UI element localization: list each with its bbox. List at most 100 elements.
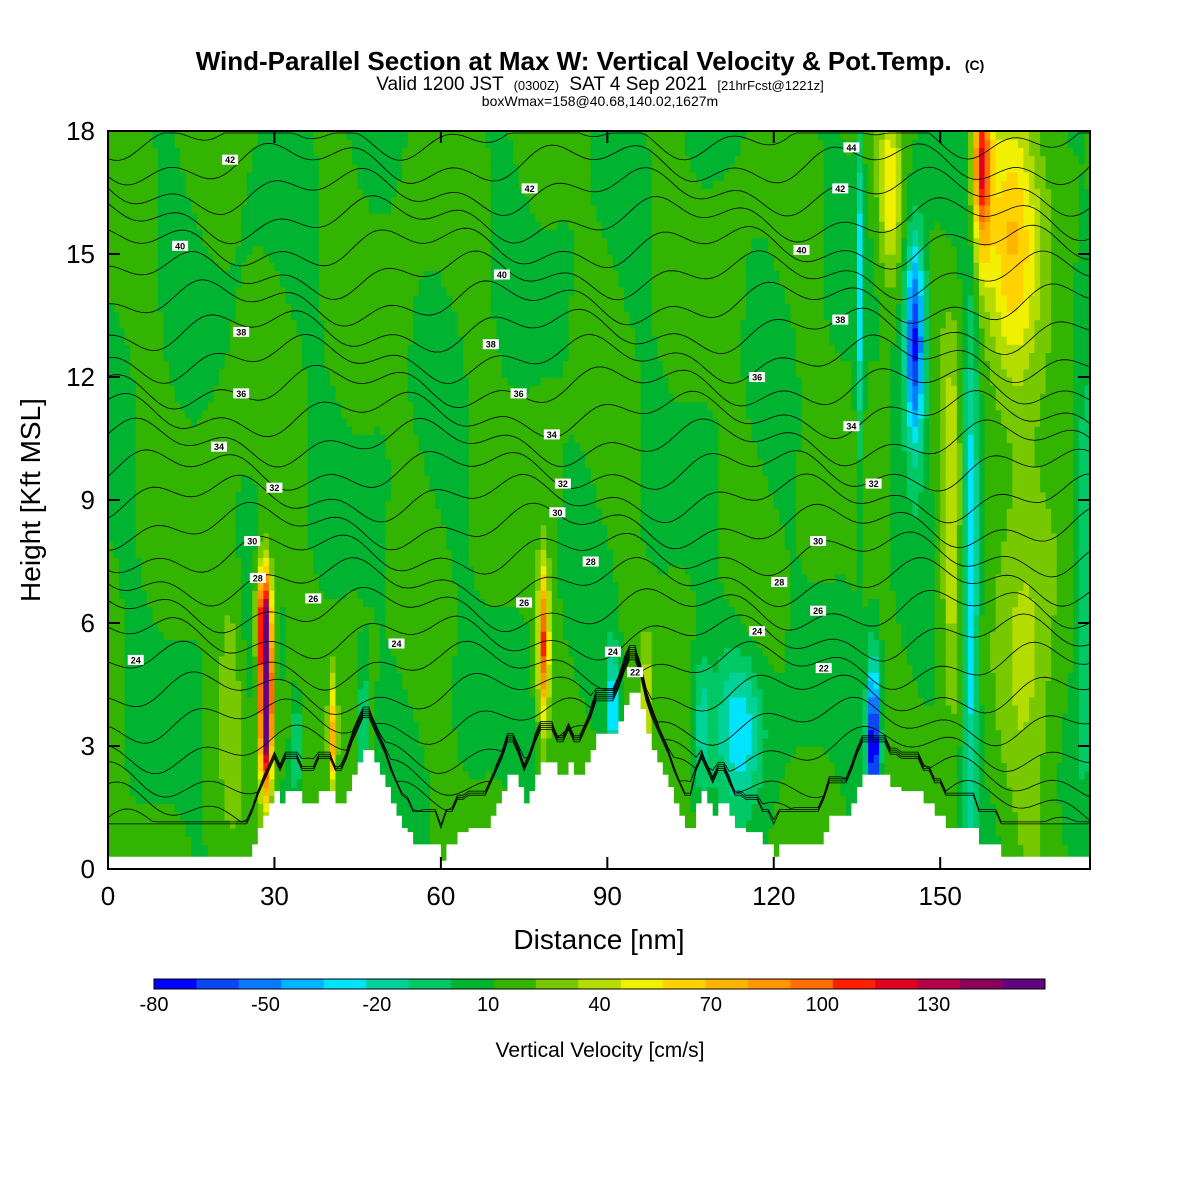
contour-label: 40 [793, 244, 810, 255]
colorbar-tick-label: -20 [362, 994, 391, 1016]
contour-label-text: 26 [308, 594, 318, 604]
theta-contour-line [108, 649, 1090, 747]
contour-label-text: 32 [269, 483, 279, 493]
contour-label: 24 [604, 646, 621, 657]
colorbar-swatch [663, 979, 706, 989]
theta-contour-line [108, 224, 1090, 270]
contour-label: 24 [749, 626, 766, 637]
y-tick-label: 3 [81, 731, 95, 761]
colorbar-swatch [281, 979, 325, 989]
contour-label: 32 [266, 482, 283, 493]
colorbar-swatch [875, 979, 919, 989]
contour-label: 42 [222, 154, 239, 165]
contour-label-text: 30 [247, 537, 257, 547]
contour-label: 28 [771, 577, 788, 588]
contour-label: 32 [554, 478, 571, 489]
contour-label-text: 36 [236, 389, 246, 399]
contour-label-text: 24 [391, 639, 401, 649]
theta-contour-line [108, 166, 1090, 217]
contour-label-text: 36 [514, 389, 524, 399]
colorbar: -80 -50 -20 10 40 70 100 130 [140, 978, 1046, 1016]
contour-label-text: 30 [552, 508, 562, 518]
contour-label: 32 [865, 478, 882, 489]
contour-label-text: 28 [774, 578, 784, 588]
contour-label-text: 26 [519, 598, 529, 608]
potential-temperature-contours [108, 132, 1090, 830]
contour-label: 26 [810, 605, 827, 616]
contour-label-text: 34 [547, 430, 557, 440]
theta-contour-line [108, 132, 1090, 161]
colorbar-swatch [790, 979, 834, 989]
contour-label-text: 28 [253, 573, 263, 583]
contour-label-text: 32 [558, 479, 568, 489]
colorbar-swatch [154, 979, 197, 989]
y-tick-label: 15 [66, 239, 95, 269]
contour-label: 30 [549, 507, 566, 518]
x-tick-label: 30 [260, 881, 289, 911]
contour-label-text: 28 [586, 557, 596, 567]
colorbar-swatch [493, 979, 537, 989]
contour-label: 36 [510, 388, 527, 399]
contour-label-text: 22 [630, 668, 640, 678]
theta-contour-line [108, 647, 1090, 715]
contour-label: 40 [493, 269, 510, 280]
colorbar-tick-label: 130 [917, 994, 950, 1016]
x-tick-label: 60 [426, 881, 455, 911]
contour-label-text: 32 [869, 479, 879, 489]
contour-label: 44 [843, 142, 860, 153]
contour-label: 24 [388, 638, 405, 649]
chart-title: Wind-Parallel Section at Max W: Vertical… [196, 46, 985, 76]
contour-label: 36 [233, 388, 250, 399]
contour-label-text: 40 [175, 241, 185, 251]
colorbar-swatch [408, 979, 452, 989]
theta-contour-line [108, 279, 1090, 327]
colorbar-tick-label: 70 [700, 994, 722, 1016]
colorbar-swatch [451, 979, 494, 989]
contour-label: 34 [211, 441, 227, 452]
contour-label-text: 24 [131, 655, 141, 665]
contour-label-text: 40 [796, 245, 806, 255]
contour-label: 36 [749, 372, 766, 383]
colorbar-tick-label: 100 [806, 994, 839, 1016]
theta-contour-line [108, 659, 1090, 830]
contour-label-text: 42 [525, 184, 535, 194]
contour-label-text: 34 [214, 442, 224, 452]
colorbar-swatch [832, 979, 876, 989]
x-tick-label: 150 [919, 881, 962, 911]
colorbar-swatch [535, 979, 579, 989]
colorbar-swatch [366, 979, 409, 989]
y-axis-title: Height [Kft MSL] [15, 398, 46, 602]
colorbar-tick-label: -80 [140, 994, 169, 1016]
forecast-info: [21hrFcst@1221z] [717, 78, 823, 93]
colorbar-swatch [578, 979, 622, 989]
contour-label: 30 [810, 536, 827, 547]
contour-label: 40 [172, 240, 189, 251]
contour-label: 38 [482, 339, 499, 350]
theta-contour-line [108, 640, 1090, 691]
colorbar-title: Vertical Velocity [cm/s] [496, 1039, 705, 1062]
theta-contour-line [108, 334, 1090, 384]
colorbar-frame [153, 978, 1046, 990]
valid-suffix: SAT 4 Sep 2021 [569, 74, 707, 95]
contour-label-text: 42 [225, 155, 235, 165]
boxwmax-line: boxWmax=158@40.68,140.02,1627m [482, 93, 718, 109]
theta-contour-line [108, 473, 1090, 524]
contour-label: 22 [627, 667, 644, 678]
contour-label: 34 [543, 429, 560, 440]
colorbar-tick-label: 10 [477, 994, 499, 1016]
x-tick-label: 0 [101, 881, 115, 911]
theta-contour-line [108, 501, 1090, 551]
contour-label: 22 [815, 663, 832, 674]
colorbar-swatch [196, 979, 240, 989]
contour-label-text: 38 [486, 340, 496, 350]
contour-label: 38 [233, 326, 250, 337]
theta-contour-line [108, 613, 1090, 662]
contour-label-text: 26 [813, 606, 823, 616]
theta-contour-line [108, 307, 1090, 355]
contour-label: 28 [249, 572, 266, 583]
colorbar-swatch [1002, 979, 1046, 989]
contour-label: 42 [832, 183, 849, 194]
valid-prefix: Valid 1200 JST [376, 74, 504, 95]
chart-valid-line: Valid 1200 JST (0300Z) SAT 4 Sep 2021 [2… [376, 74, 824, 95]
